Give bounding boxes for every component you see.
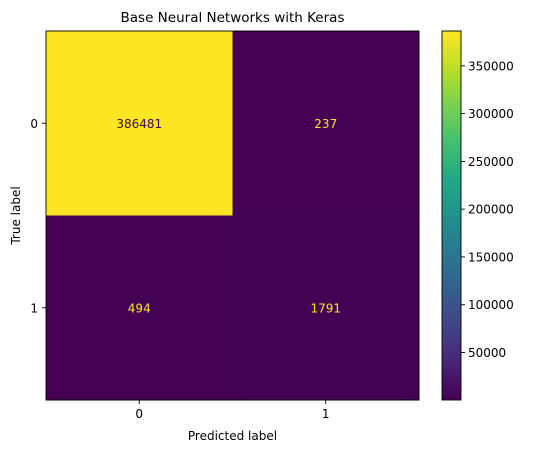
x-tick-label: 1 [322,407,330,421]
cell-value-0-1: 237 [314,117,337,131]
matrix-cells [46,31,420,401]
x-axis-label: Predicted label [188,429,277,443]
colorbar-tick-label: 250000 [468,155,514,169]
colorbar-tick-label: 300000 [468,107,514,121]
colorbar-tick-label: 100000 [468,298,514,312]
matrix-cell-1-1 [232,215,420,401]
colorbar-tick-label: 150000 [468,250,514,264]
matrix-cell-labels: 386481 237 494 1791 [116,117,341,316]
colorbar [441,30,462,401]
y-tick-label: 1 [30,301,38,315]
matrix-cell-0-0 [46,31,233,216]
x-tick-label: 0 [135,407,143,421]
y-tick-label: 0 [30,117,38,131]
cell-value-1-1: 1791 [310,301,341,315]
y-axis-ticks: 01 [30,117,46,315]
colorbar-tick-label: 50000 [468,346,506,360]
matrix-cell-0-1 [232,31,420,216]
colorbar-tick-label: 200000 [468,203,514,217]
colorbar-ticks: 50000 100000 150000 200000 250000 300000 35000… [461,59,514,360]
colorbar-tick-label: 350000 [468,59,514,73]
plot-frame [45,30,420,401]
cell-value-0-0: 386481 [116,117,162,131]
y-axis-label: True label [9,186,23,245]
chart-title: Base Neural Networks with Keras [121,10,345,26]
matrix-cell-1-0 [46,215,233,401]
cell-value-1-0: 494 [128,301,151,315]
